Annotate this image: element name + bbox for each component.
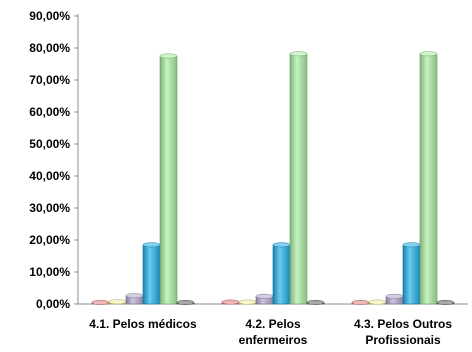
y-tick-label: 0,00% [36, 297, 70, 311]
y-tick-label: 30,00% [29, 201, 70, 215]
bar-top [255, 293, 274, 299]
y-tick-label: 90,00% [29, 9, 70, 23]
bar-top [125, 293, 144, 299]
bar-top [289, 51, 308, 57]
y-tick-label: 50,00% [29, 137, 70, 151]
bar [272, 244, 291, 305]
y-tick-label: 40,00% [29, 169, 70, 183]
chart-bars [91, 51, 455, 305]
y-tick-label: 20,00% [29, 233, 70, 247]
bar-top [368, 299, 387, 305]
bar [159, 55, 178, 305]
bar-top [238, 299, 257, 305]
bar-top [108, 299, 127, 305]
y-tick-label: 70,00% [29, 73, 70, 87]
bar-top [91, 300, 110, 305]
bar-top [385, 293, 404, 299]
bar-top [351, 300, 370, 305]
bar-top [159, 53, 178, 59]
x-category-label: Profissionais [365, 333, 441, 347]
y-tick-label: 10,00% [29, 265, 70, 279]
x-category-label: 4.2. Pelos [245, 317, 301, 331]
bar-top [221, 299, 240, 305]
x-axis-categories: 4.1. Pelos médicos 4.2. Pelos enfermeiros 4… [89, 317, 452, 347]
y-axis-ticks: 0,00% 10,00% 20,00% 30,00% 40,00% 50,00% 60,00… [29, 9, 78, 311]
bar-top [419, 51, 438, 57]
bar-top [142, 242, 161, 248]
bar-top [176, 300, 195, 305]
bar-top [306, 300, 325, 305]
x-category-label: enfermeiros [239, 333, 308, 347]
x-category-label: 4.3. Pelos Outros [354, 317, 452, 331]
bar [289, 53, 308, 305]
bar-top [436, 300, 455, 305]
bar-top [272, 242, 291, 248]
bar-top [402, 242, 421, 248]
y-tick-label: 60,00% [29, 105, 70, 119]
bar [419, 53, 438, 305]
x-category-label: 4.1. Pelos médicos [89, 317, 197, 331]
y-tick-label: 80,00% [29, 41, 70, 55]
bar [142, 244, 161, 305]
bar [402, 244, 421, 305]
